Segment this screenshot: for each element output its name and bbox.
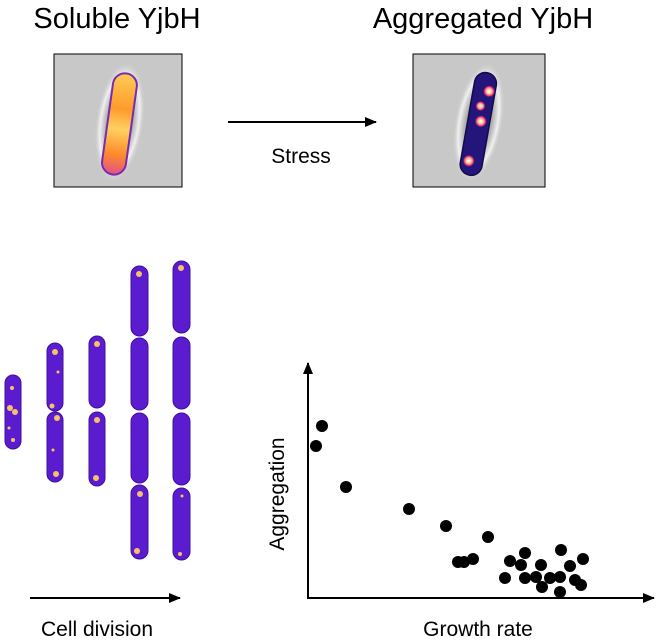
cell-division-label: Cell division [41, 618, 153, 641]
aggregate-dot [12, 409, 18, 415]
data-point [564, 560, 576, 572]
aggregate-dot [134, 548, 140, 554]
aggregate-dot [93, 475, 99, 481]
data-point [554, 571, 566, 583]
data-point [555, 544, 567, 556]
aggregated-micrograph [412, 53, 546, 188]
aggregate-dot [178, 265, 184, 271]
aggregate-dot [11, 438, 15, 442]
aggregate-dot [136, 271, 142, 277]
data-point [440, 520, 452, 532]
data-point [544, 572, 556, 584]
aggregate-spots [7, 265, 184, 556]
aggregate-dot [49, 403, 55, 409]
data-point [535, 559, 547, 571]
data-point [575, 579, 587, 591]
data-point [530, 571, 542, 583]
data-point [536, 581, 548, 593]
cell-division-lineage [4, 260, 191, 561]
bacterial-cell [130, 412, 149, 484]
soluble-micrograph [53, 53, 183, 188]
data-point [519, 547, 531, 559]
bacterial-cell [130, 337, 149, 411]
soluble-title: Soluble YjbH [33, 3, 200, 35]
bacterial-cell [172, 487, 191, 561]
aggregate-dot [52, 349, 58, 355]
data-point [554, 586, 566, 598]
bacterial-cell [88, 411, 106, 487]
data-point [403, 503, 415, 515]
data-point [504, 555, 516, 567]
data-point [515, 559, 527, 571]
bacterial-cell [88, 335, 106, 409]
aggregate-dot [94, 417, 100, 423]
aggregate-dot [137, 491, 143, 497]
aggregate-dot [178, 552, 182, 556]
bacterial-cell [130, 484, 149, 560]
bacterial-cell [172, 336, 191, 410]
bacterial-cell [130, 265, 149, 337]
aggregate-dot [51, 448, 55, 452]
aggregate-dot [10, 386, 14, 390]
aggregate-spot [475, 101, 486, 112]
aggregate-dot [7, 426, 11, 430]
data-point [310, 440, 322, 452]
bacterial-cell [172, 260, 191, 334]
aggregate-dot [56, 370, 60, 374]
aggregate-spot [483, 85, 496, 98]
data-point [499, 572, 511, 584]
data-point [316, 420, 328, 432]
data-point [577, 553, 589, 565]
data-point [482, 531, 494, 543]
aggregate-dot [7, 405, 13, 411]
aggregate-spot [474, 115, 487, 128]
bacterial-cell [172, 412, 191, 486]
aggregate-dot [94, 341, 100, 347]
bacterial-cell [46, 342, 64, 412]
aggregate-spot [462, 154, 475, 167]
aggregate-dot [54, 415, 60, 421]
data-point [467, 553, 479, 565]
data-point [340, 481, 352, 493]
data-point [519, 572, 531, 584]
bacterial-cell [46, 411, 64, 483]
soluble-cell [101, 72, 138, 176]
stress-label: Stress [271, 145, 331, 168]
aggregate-dot [180, 494, 184, 498]
y-axis-label: Aggregation [266, 437, 289, 550]
aggregate-dot [53, 471, 59, 477]
x-axis-label: Growth rate [423, 618, 533, 641]
aggregated-title: Aggregated YjbH [373, 3, 593, 35]
scatter-points [310, 420, 589, 598]
